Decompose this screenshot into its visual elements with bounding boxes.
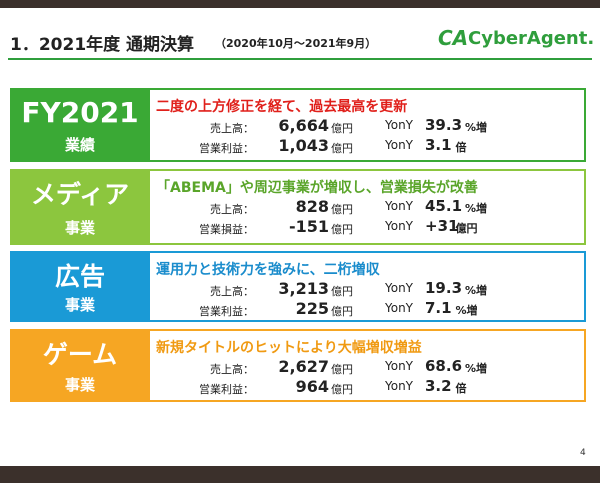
yoy-value: +31	[425, 217, 459, 235]
yoy-value: 45.1	[425, 197, 463, 215]
section-box: 新規タイトルのヒットにより大幅増収増益売上高： 2,627 億円 YonY 68.6 %増…	[150, 329, 586, 402]
metric-name: 売上高：	[210, 203, 254, 216]
yoy-unit: %増	[465, 284, 488, 297]
metric-name: 営業利益：	[199, 383, 254, 396]
yoy-unit: %増	[465, 362, 488, 375]
section-label: FY2021	[21, 96, 139, 129]
headline: 二度の上方修正を経て、過去最高を更新	[156, 99, 408, 115]
title-rule	[8, 58, 592, 60]
yoy-value: 39.3	[425, 116, 463, 134]
yoy-label: YonY	[385, 281, 414, 295]
metric-value: 2,627	[278, 357, 329, 376]
section-label: 広告	[54, 262, 105, 291]
logo: CyberAgent.	[468, 28, 595, 49]
metric-value: -151	[288, 217, 329, 236]
section-box: 「ABEMA」や周辺事業が増収し、営業損失が改善 売上高： 828 億円 YonY 45.…	[150, 169, 586, 245]
metric-name: 売上高：	[210, 285, 254, 298]
metric-unit: 億円	[331, 142, 353, 155]
metric-unit: 億円	[331, 223, 353, 236]
headline: 新規タイトルのヒットにより大幅増収増益	[156, 340, 422, 356]
metric-unit: 億円	[331, 203, 353, 216]
yoy-unit: 億円	[455, 222, 478, 235]
metric-name: 営業損益：	[199, 223, 254, 236]
yoy-label: YonY	[385, 199, 414, 213]
metric-unit: 億円	[331, 122, 353, 135]
section-label-box: ゲーム 事業	[10, 329, 150, 402]
metric-unit: 億円	[331, 285, 353, 298]
yoy-unit: 倍	[455, 141, 467, 154]
section-label-box: メディア 事業	[10, 169, 150, 245]
yoy-label: YonY	[385, 118, 414, 132]
metric-name: 売上高：	[210, 122, 254, 135]
logo-mark: CA	[438, 26, 469, 50]
section-label-box: FY2021 業績	[10, 88, 150, 162]
yoy-unit: 倍	[455, 382, 467, 395]
metric-value: 225	[295, 299, 329, 318]
metric-unit: 億円	[331, 383, 353, 396]
section-label: メディア	[30, 180, 130, 209]
headline: 運用力と技術力を強みに、二桁増収	[156, 262, 380, 278]
slide: 1．2021年度 通期決算 （2020年10月～2021年9月） CA Cybe…	[0, 8, 600, 466]
metric-name: 売上高：	[210, 363, 254, 376]
section-sublabel: 事業	[64, 219, 95, 237]
metric-value: 1,043	[278, 136, 329, 155]
yoy-value: 68.6	[425, 357, 463, 375]
metric-unit: 億円	[331, 305, 353, 318]
yoy-value: 7.1	[425, 299, 452, 317]
metric-value: 6,664	[278, 116, 329, 135]
yoy-label: YonY	[385, 138, 414, 152]
yoy-unit: %増	[465, 121, 488, 134]
page-number: 4	[580, 448, 586, 458]
metric-name: 営業利益：	[199, 305, 254, 318]
section-sublabel: 事業	[64, 296, 95, 314]
metric-value: 3,213	[278, 279, 329, 298]
yoy-value: 3.1	[425, 136, 452, 154]
title: 1．2021年度 通期決算	[10, 35, 195, 55]
yoy-label: YonY	[385, 219, 414, 233]
period: （2020年10月～2021年9月）	[215, 37, 377, 50]
section-sublabel: 事業	[64, 376, 95, 394]
metric-unit: 億円	[331, 363, 353, 376]
yoy-unit: %増	[465, 202, 488, 215]
section-label-box: 広告 事業	[10, 251, 150, 322]
metric-value: 828	[295, 197, 329, 216]
section-sublabel: 業績	[64, 136, 95, 154]
yoy-unit: %増	[455, 304, 478, 317]
section-box: 二度の上方修正を経て、過去最高を更新売上高： 6,664 億円 YonY 39.3 %増営…	[150, 88, 586, 162]
headline: 「ABEMA」や周辺事業が増収し、営業損失が改善	[156, 180, 478, 196]
yoy-label: YonY	[385, 359, 414, 373]
metric-value: 964	[295, 377, 329, 396]
yoy-label: YonY	[385, 301, 414, 315]
metric-name: 営業利益：	[199, 142, 254, 155]
section-box: 運用力と技術力を強みに、二桁増収 売上高： 3,213 億円 YonY 19.3 %増 営業利…	[150, 251, 586, 322]
yoy-value: 19.3	[425, 279, 463, 297]
yoy-label: YonY	[385, 379, 414, 393]
section-label: ゲーム	[42, 340, 118, 369]
yoy-value: 3.2	[425, 377, 452, 395]
